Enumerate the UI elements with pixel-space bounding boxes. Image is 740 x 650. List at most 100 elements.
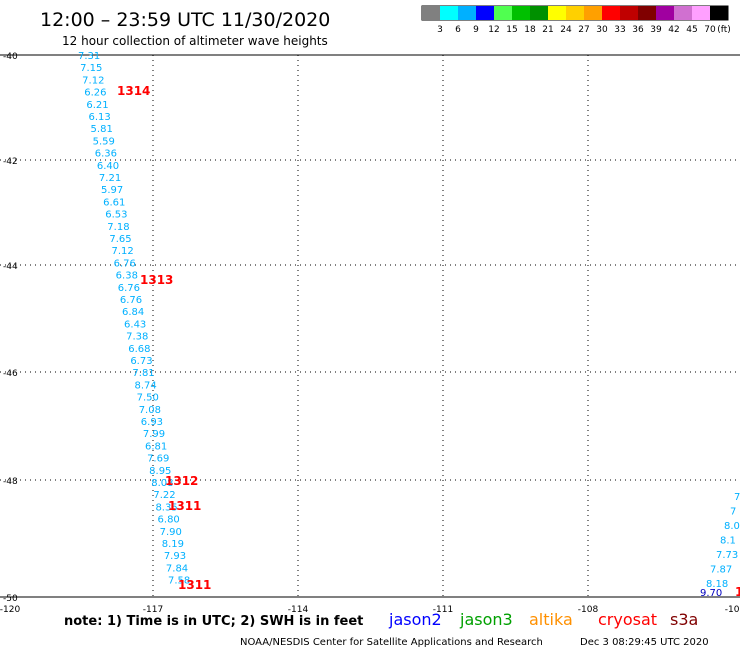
wave-height-label: 7: [734, 492, 740, 503]
wave-height-label: 9.70: [700, 588, 722, 599]
wave-height-label: 7.69: [147, 454, 169, 465]
latitude-label: -42: [3, 157, 18, 167]
wave-height-label: 8.1: [720, 536, 736, 547]
wave-height-label: 6.36: [95, 149, 117, 160]
legend-swatch: [476, 6, 494, 20]
wave-height-label: 7.38: [126, 332, 148, 343]
wave-height-label: 8.95: [149, 466, 171, 477]
wave-height-label: 7.65: [109, 234, 131, 245]
legend-swatch: [674, 6, 692, 20]
wave-height-label: 6.73: [130, 356, 152, 367]
lat-lon-grid: [0, 55, 740, 597]
legend-label: 39: [650, 25, 662, 35]
satellite-name: s3a: [670, 610, 698, 629]
legend-swatch: [692, 6, 710, 20]
legend-swatch: [440, 6, 458, 20]
legend-label: 30: [596, 25, 608, 35]
wave-height-label: 6.81: [145, 441, 167, 452]
footer-note: note: 1) Time is in UTC; 2) SWH is in fe…: [64, 614, 363, 629]
orbit-number: 1312: [165, 474, 198, 488]
legend-label: 9: [473, 25, 479, 35]
wave-height-label: 7.12: [111, 246, 133, 257]
legend-swatch: [602, 6, 620, 20]
wave-height-label: 7.18: [107, 222, 129, 233]
wave-height-label: 7.84: [166, 563, 188, 574]
wave-height-label: 7.31: [78, 51, 100, 62]
wave-height-label: 6.21: [86, 100, 108, 111]
wave-height-label: 8.0: [724, 521, 740, 532]
satellite-name: jason3: [459, 610, 513, 629]
legend-swatch: [656, 6, 674, 20]
legend-label: 70: [704, 25, 716, 35]
wave-height-label: 7.15: [80, 63, 102, 74]
legend-label: 36: [632, 25, 644, 35]
wave-height-label: 6.26: [84, 88, 106, 99]
longitude-label: -108: [578, 605, 599, 615]
satellite-legend: jason2 jason3 altika cryosat s3a: [388, 610, 698, 629]
latitude-label: -40: [3, 52, 18, 62]
wave-height-label: 6.40: [97, 161, 119, 172]
satellite-track-west: 7.317.157.126.266.216.135.815.596.366.40…: [78, 51, 190, 587]
wave-height-label: 6.43: [124, 319, 146, 330]
wave-height-label: 6.80: [158, 515, 180, 526]
legend-label: 12: [488, 25, 499, 35]
longitude-label: -105: [725, 605, 740, 615]
wave-height-label: 7.58: [168, 576, 190, 587]
wave-height-label: 7.08: [139, 405, 161, 416]
legend-label: 3: [437, 25, 443, 35]
map-subtitle: 12 hour collection of altimeter wave hei…: [62, 34, 328, 48]
wave-height-label: 8.18: [706, 579, 728, 590]
latitude-axis-labels: -40 -42 -44 -46 -48 -50: [3, 52, 18, 604]
orbit-number: 1311: [168, 499, 201, 513]
legend-swatch: [512, 6, 530, 20]
wave-height-label: 7.99: [143, 429, 165, 440]
latitude-label: -46: [3, 369, 18, 379]
legend-label: 42: [668, 25, 679, 35]
legend-label: 45: [686, 25, 697, 35]
legend-swatch: [584, 6, 602, 20]
wave-height-label: 6.84: [122, 307, 144, 318]
wave-height-label: 6.76: [114, 258, 136, 269]
wave-height-label: 8.08: [151, 478, 173, 489]
legend-label: 21: [542, 25, 553, 35]
longitude-label: -111: [433, 605, 453, 615]
wave-height-label: 6.68: [128, 344, 150, 355]
legend-unit: (ft): [717, 25, 731, 35]
legend-swatch: [548, 6, 566, 20]
wave-height-label: 5.59: [93, 136, 115, 147]
longitude-label: -120: [0, 605, 20, 615]
legend-swatch: [458, 6, 476, 20]
satellite-name: jason2: [388, 610, 442, 629]
legend-swatch: [710, 6, 728, 20]
wave-height-label: 7.73: [716, 550, 738, 561]
wave-height-label: 6.38: [116, 271, 138, 282]
longitude-label: -117: [143, 605, 163, 615]
wave-height-label: 5.81: [91, 124, 113, 135]
wave-height-label: 6.93: [141, 417, 163, 428]
map-title: 12:00 – 23:59 UTC 11/30/2020: [40, 9, 330, 31]
legend-label: 27: [578, 25, 589, 35]
wave-height-label: 7.90: [160, 527, 182, 538]
latitude-label: -50: [3, 594, 18, 604]
wave-height-label: 7.87: [710, 565, 732, 576]
orbit-numbers: 1314 1313 1312 1311 1311 1: [117, 84, 740, 599]
legend-label: 33: [614, 25, 625, 35]
legend-swatch: [638, 6, 656, 20]
legend-label: 24: [560, 25, 572, 35]
legend-swatch: [422, 6, 440, 20]
legend-swatch: [494, 6, 512, 20]
wave-height-label: 6.76: [118, 283, 140, 294]
legend-label: 15: [506, 25, 517, 35]
legend-label: 6: [455, 25, 461, 35]
wave-height-label: 6.13: [88, 112, 110, 123]
wave-height-label: 8.19: [162, 539, 184, 550]
longitude-axis-labels: -120 -117 -114 -111 -108 -105: [0, 605, 740, 615]
legend-swatch: [530, 6, 548, 20]
wave-height-label: 7: [730, 507, 736, 518]
orbit-number: 1313: [140, 273, 173, 287]
legend-swatch: [620, 6, 638, 20]
wave-height-label: 7.81: [132, 368, 154, 379]
orbit-number: 1311: [178, 578, 211, 592]
wave-height-label: 7.12: [82, 75, 104, 86]
